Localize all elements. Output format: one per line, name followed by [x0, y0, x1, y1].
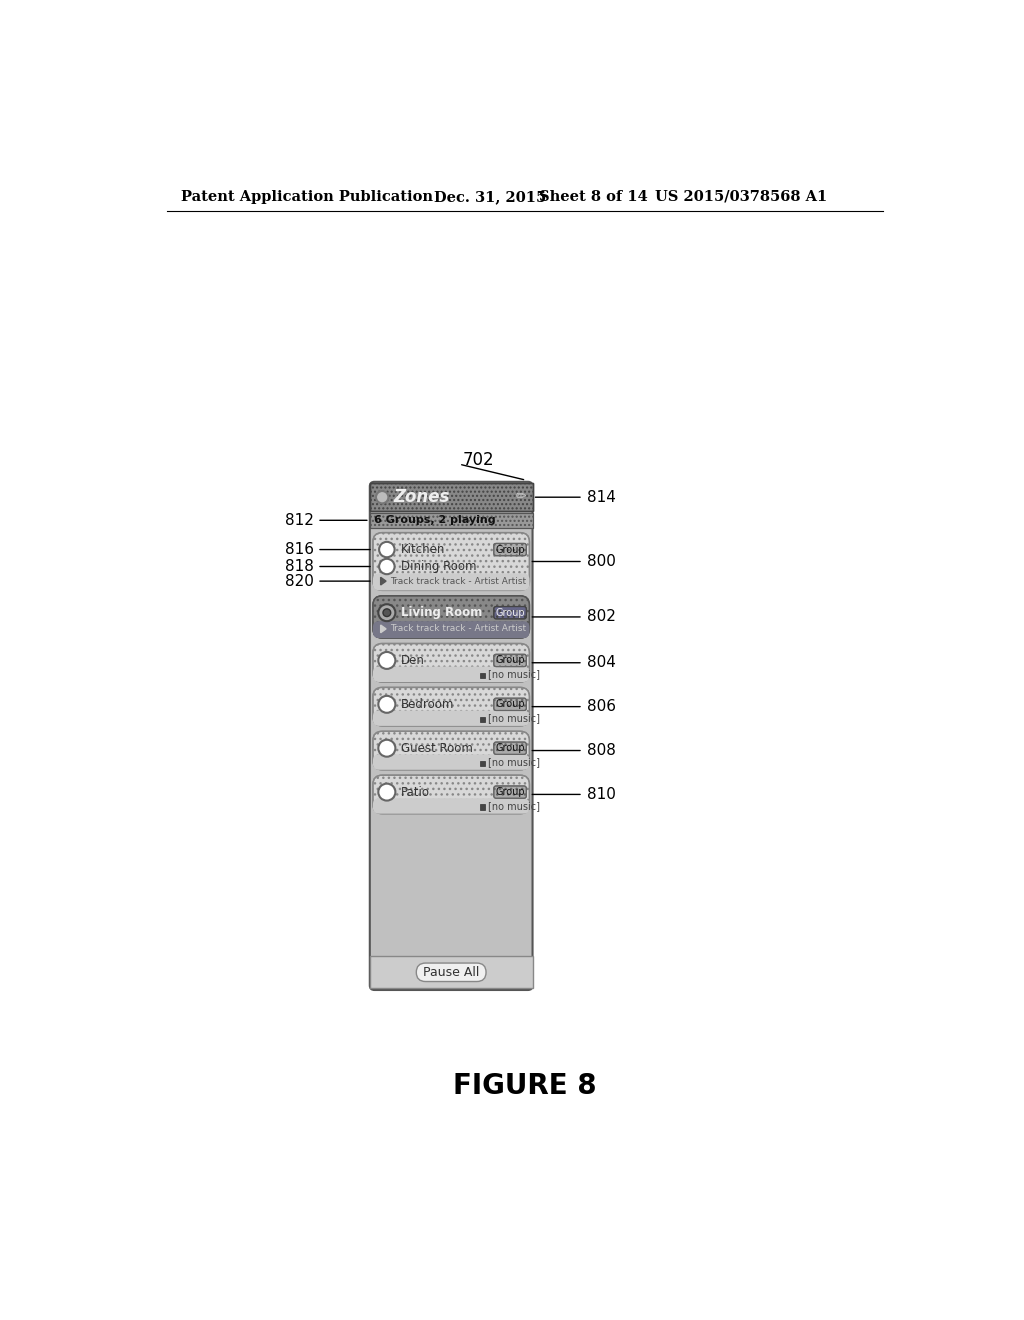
- Bar: [370, 483, 532, 511]
- FancyBboxPatch shape: [494, 698, 526, 710]
- FancyBboxPatch shape: [373, 731, 529, 770]
- Text: 802: 802: [587, 610, 615, 624]
- Text: Pause All: Pause All: [423, 966, 479, 979]
- Circle shape: [379, 558, 394, 574]
- Bar: [370, 483, 532, 511]
- FancyBboxPatch shape: [494, 655, 526, 667]
- Bar: [480, 673, 485, 678]
- FancyBboxPatch shape: [373, 688, 529, 726]
- Text: Bedroom: Bedroom: [400, 698, 455, 711]
- Text: 812: 812: [285, 512, 314, 528]
- FancyBboxPatch shape: [373, 755, 529, 770]
- Text: Sheet 8 of 14: Sheet 8 of 14: [539, 190, 647, 203]
- Text: Patio: Patio: [400, 785, 430, 799]
- Text: 806: 806: [587, 700, 615, 714]
- Polygon shape: [381, 626, 386, 632]
- Text: Dining Room: Dining Room: [400, 560, 476, 573]
- Text: 816: 816: [285, 543, 314, 557]
- Text: 818: 818: [285, 558, 314, 574]
- Bar: [480, 804, 485, 810]
- FancyBboxPatch shape: [417, 964, 486, 982]
- FancyBboxPatch shape: [494, 785, 526, 799]
- Text: Kitchen: Kitchen: [400, 543, 445, 556]
- FancyBboxPatch shape: [373, 533, 529, 590]
- Circle shape: [383, 609, 391, 616]
- Bar: [370, 956, 532, 989]
- FancyBboxPatch shape: [494, 742, 526, 755]
- FancyBboxPatch shape: [373, 622, 529, 638]
- Text: Den: Den: [400, 653, 425, 667]
- Text: [no music]: [no music]: [487, 758, 540, 767]
- Text: [no music]: [no music]: [487, 713, 540, 723]
- Text: Patent Application Publication: Patent Application Publication: [180, 190, 433, 203]
- Text: 820: 820: [285, 574, 314, 589]
- Text: 810: 810: [587, 787, 615, 803]
- Circle shape: [378, 652, 395, 669]
- Text: Living Room: Living Room: [400, 606, 482, 619]
- Text: [no music]: [no music]: [487, 669, 540, 680]
- Text: Track track track - Artist Artist: Track track track - Artist Artist: [390, 624, 526, 634]
- FancyBboxPatch shape: [373, 573, 529, 590]
- FancyBboxPatch shape: [373, 595, 529, 638]
- Text: Group: Group: [496, 545, 525, 554]
- Text: FIGURE 8: FIGURE 8: [453, 1072, 597, 1101]
- Circle shape: [378, 696, 395, 713]
- Bar: [480, 717, 485, 722]
- Text: Group: Group: [496, 743, 525, 754]
- Circle shape: [376, 491, 388, 503]
- Text: Guest Room: Guest Room: [400, 742, 473, 755]
- Text: ✏: ✏: [516, 491, 526, 504]
- Text: 808: 808: [587, 743, 615, 758]
- FancyBboxPatch shape: [373, 644, 529, 682]
- FancyBboxPatch shape: [373, 710, 529, 726]
- Polygon shape: [381, 577, 386, 585]
- Text: US 2015/0378568 A1: US 2015/0378568 A1: [655, 190, 827, 203]
- Text: 814: 814: [587, 490, 615, 504]
- FancyBboxPatch shape: [373, 799, 529, 813]
- Bar: [480, 760, 485, 766]
- Text: Group: Group: [496, 700, 525, 709]
- Bar: [370, 512, 532, 528]
- Text: Group: Group: [496, 607, 525, 618]
- Text: Track track track - Artist Artist: Track track track - Artist Artist: [390, 577, 526, 586]
- FancyBboxPatch shape: [494, 544, 526, 556]
- Text: Group: Group: [496, 656, 525, 665]
- Circle shape: [378, 739, 395, 756]
- Text: Group: Group: [496, 787, 525, 797]
- Text: [no music]: [no music]: [487, 801, 540, 810]
- Bar: [370, 512, 532, 528]
- Text: 800: 800: [587, 554, 615, 569]
- FancyBboxPatch shape: [373, 667, 529, 682]
- Circle shape: [379, 543, 394, 557]
- Text: 804: 804: [587, 655, 615, 671]
- Text: 6 Groups, 2 playing: 6 Groups, 2 playing: [375, 515, 496, 525]
- Circle shape: [378, 784, 395, 800]
- Text: 702: 702: [463, 451, 495, 469]
- FancyBboxPatch shape: [370, 482, 532, 990]
- FancyBboxPatch shape: [494, 607, 526, 619]
- FancyBboxPatch shape: [373, 775, 529, 813]
- Text: Zones: Zones: [393, 488, 450, 506]
- Text: Dec. 31, 2015: Dec. 31, 2015: [434, 190, 547, 203]
- Circle shape: [378, 605, 395, 622]
